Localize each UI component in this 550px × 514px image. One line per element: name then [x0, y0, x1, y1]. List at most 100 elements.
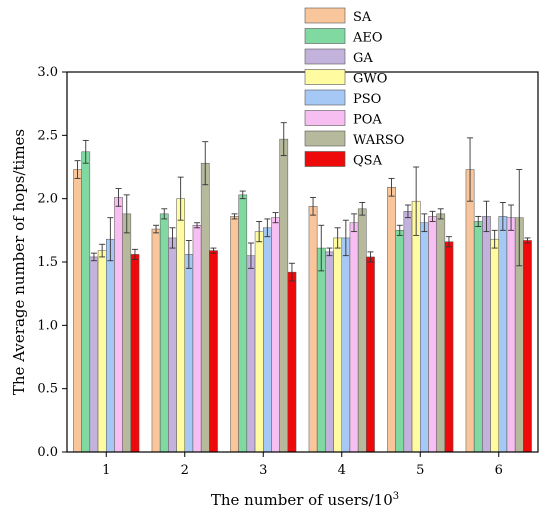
- x-axis-label-superscript: 3: [393, 491, 399, 502]
- bar-sa: [387, 187, 396, 453]
- bar-warso: [279, 138, 289, 453]
- error-bar-sa: [388, 177, 395, 197]
- bar-qsa: [130, 254, 140, 453]
- error-bar-ga: [90, 252, 97, 262]
- error-bar-qsa: [210, 247, 217, 254]
- error-bar-aeo: [82, 139, 89, 164]
- bar-poa: [271, 217, 280, 453]
- legend-item-poa: POA: [304, 110, 382, 128]
- error-bar-gwo: [491, 229, 498, 249]
- error-bar-pso: [421, 213, 428, 233]
- bar-sa: [151, 228, 161, 453]
- error-bar-aeo: [318, 224, 325, 272]
- error-bar-poa: [429, 210, 436, 222]
- error-bar-ga: [169, 227, 176, 249]
- error-bar-aeo: [475, 215, 482, 227]
- bar-poa: [114, 197, 123, 453]
- bar-qsa: [287, 271, 297, 453]
- bar-sa: [308, 206, 318, 453]
- legend-item-sa: SA: [304, 7, 372, 25]
- error-bar-qsa: [445, 236, 452, 248]
- error-bar-sa: [231, 213, 238, 220]
- bar-gwo: [490, 238, 499, 453]
- x-tick-label: 1: [102, 463, 110, 478]
- bar-pso: [184, 254, 194, 453]
- legend-label: PSO: [353, 92, 381, 107]
- bar-qsa: [366, 256, 375, 453]
- bar-pso: [498, 216, 508, 453]
- legend-label: POA: [353, 113, 382, 128]
- error-bar-ga: [326, 247, 333, 257]
- bar-ga: [168, 237, 177, 453]
- legend-swatch: [304, 110, 346, 126]
- legend-item-pso: PSO: [304, 89, 381, 107]
- legend: SA AEO GA GWO PSO POA WARSO QSA: [304, 7, 404, 169]
- bar-sa: [230, 216, 239, 453]
- bar-ga: [403, 211, 413, 453]
- error-bar-gwo: [177, 176, 184, 221]
- x-axis-label-main: The number of users/10: [211, 491, 393, 509]
- error-bar-aeo: [161, 208, 168, 220]
- y-tick-label: 0.0: [37, 445, 58, 460]
- error-bar-poa: [351, 213, 358, 233]
- legend-swatch: [304, 69, 346, 85]
- bar-warso: [122, 213, 132, 453]
- error-bar-warso: [437, 208, 444, 220]
- error-bar-poa: [194, 222, 201, 229]
- error-bar-warso: [123, 194, 130, 234]
- error-bar-poa: [115, 188, 122, 207]
- error-bar-ga: [247, 242, 254, 269]
- bar-ga: [482, 216, 491, 453]
- x-axis-label: The number of users/103: [211, 491, 399, 509]
- legend-item-qsa: QSA: [304, 151, 383, 169]
- error-bar-gwo: [334, 227, 341, 249]
- bar-aeo: [473, 221, 483, 453]
- error-bar-sa: [74, 160, 81, 179]
- bars-layer: [73, 138, 532, 453]
- legend-swatch: [304, 48, 346, 65]
- legend-label: WARSO: [353, 133, 404, 148]
- error-bar-warso: [280, 122, 287, 157]
- error-bar-pso: [185, 240, 192, 269]
- y-tick-label: 2.5: [37, 128, 58, 143]
- x-tick-label: 2: [181, 463, 189, 478]
- x-tick-label: 5: [416, 463, 424, 478]
- bar-warso: [436, 213, 446, 453]
- error-bar-gwo: [413, 166, 420, 236]
- bar-qsa: [209, 250, 218, 453]
- axes-layer: 0.0 0.5 1.0 1.5 2.0 2.5 3.0 1 2 3 4 5 6: [37, 65, 539, 478]
- legend-item-ga: GA: [304, 48, 373, 66]
- legend-swatch: [304, 28, 346, 44]
- error-bar-poa: [508, 204, 515, 231]
- bar-aeo: [238, 194, 248, 453]
- error-bar-sa: [467, 137, 474, 202]
- legend-swatch: [304, 7, 346, 24]
- bar-gwo: [333, 237, 342, 453]
- bar-warso: [357, 208, 367, 453]
- x-tick-label: 3: [259, 463, 267, 478]
- bar-aeo: [316, 247, 326, 453]
- bar-poa: [349, 222, 359, 453]
- bar-pso: [341, 237, 351, 453]
- x-tick-label: 4: [338, 463, 346, 478]
- error-bar-qsa: [131, 248, 138, 260]
- error-bar-qsa: [524, 237, 531, 244]
- legend-item-aeo: AEO: [304, 28, 383, 46]
- bar-pso: [263, 227, 272, 453]
- legend-swatch: [304, 89, 346, 106]
- error-bar-warso: [516, 169, 523, 267]
- error-bar-qsa: [288, 262, 295, 282]
- legend-label: QSA: [353, 154, 383, 169]
- error-bar-pso: [107, 217, 114, 262]
- bar-warso: [200, 162, 210, 453]
- error-bar-ga: [404, 204, 411, 219]
- legend-item-warso: WARSO: [304, 130, 404, 148]
- bar-gwo: [254, 231, 264, 453]
- legend-label: GWO: [353, 72, 387, 87]
- error-bar-ga: [483, 200, 490, 233]
- bar-gwo: [97, 250, 107, 453]
- bar-ga: [325, 251, 334, 453]
- error-bar-sa: [310, 196, 317, 216]
- error-bar-gwo: [99, 243, 106, 258]
